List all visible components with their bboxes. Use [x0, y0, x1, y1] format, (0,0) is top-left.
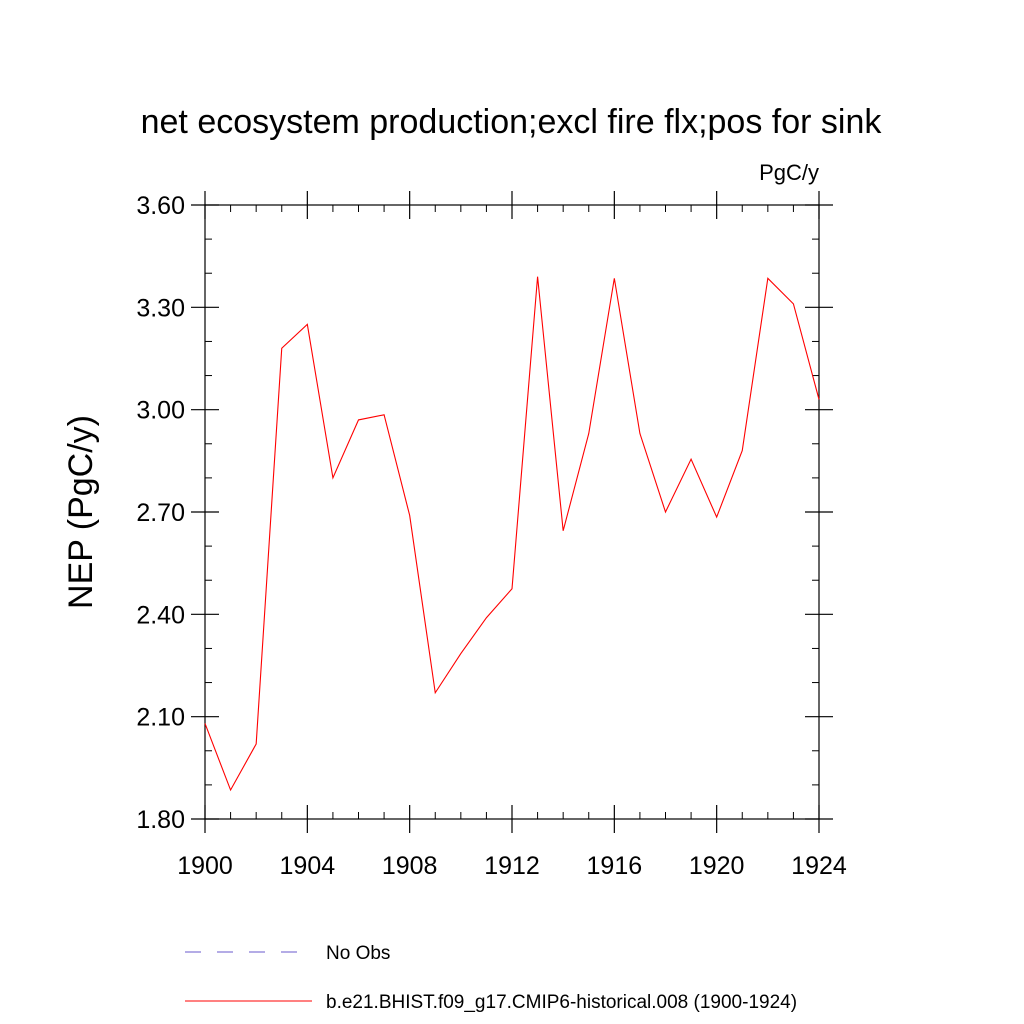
series-line: [204, 276, 820, 792]
y-tick-label: 3.60: [136, 192, 185, 220]
x-tick-label: 1916: [587, 852, 643, 880]
chart-title: net ecosystem production;excl fire flx;p…: [141, 103, 883, 141]
x-tick-label: 1908: [382, 852, 438, 880]
x-tick-label: 1924: [791, 852, 847, 880]
x-tick-label: 1900: [177, 852, 233, 880]
y-tick-label: 2.40: [136, 601, 185, 629]
y-tick-label: 3.00: [136, 397, 185, 425]
y-tick-label: 3.30: [136, 294, 185, 322]
y-axis-label: NEP (PgC/y): [62, 415, 100, 609]
legend-label: b.e21.BHIST.f09_g17.CMIP6-historical.008…: [326, 992, 797, 1013]
y-tick-label: 1.80: [136, 806, 185, 834]
series-layer: [204, 276, 820, 792]
y-tick-label: 2.70: [136, 499, 185, 527]
x-tick-label: 1904: [280, 852, 336, 880]
x-tick-label: 1920: [689, 852, 745, 880]
legend-label: No Obs: [326, 943, 390, 964]
x-tick-label: 1912: [484, 852, 540, 880]
axes: 1.80 2.10 2.40 2.70 3.00 3.30 3.60 1900 1904 1908…: [136, 191, 847, 880]
y-tick-label: 2.10: [136, 704, 185, 732]
plot-frame: [204, 204, 820, 820]
units-label: PgC/y: [759, 160, 819, 185]
legend: No Obs b.e21.BHIST.f09_g17.CMIP6-historic…: [185, 943, 797, 1013]
